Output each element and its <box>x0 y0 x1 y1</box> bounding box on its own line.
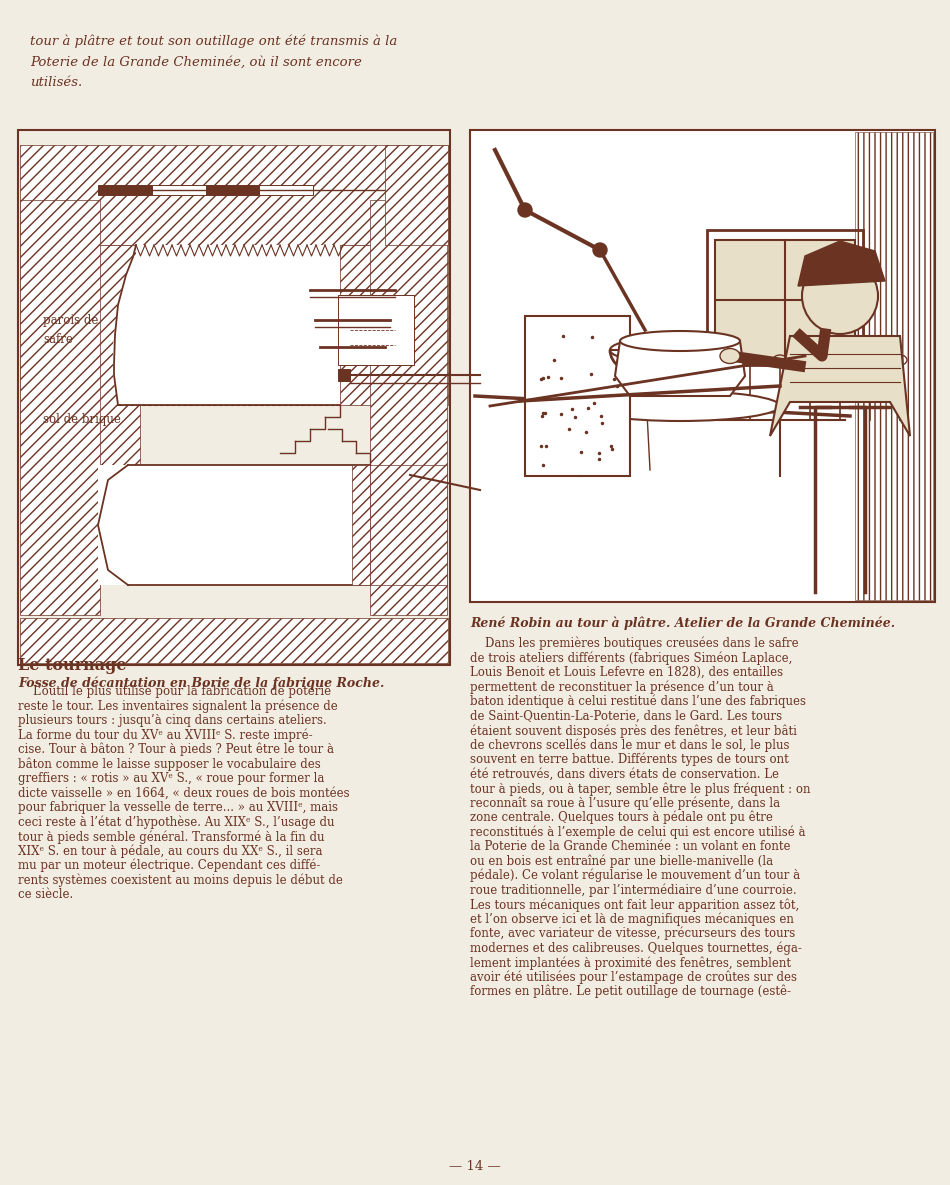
Text: tour à plâtre et tout son outillage ont été transmis à la
Poterie de la Grande C: tour à plâtre et tout son outillage ont … <box>30 36 397 89</box>
Text: pédale). Ce volant régularise le mouvement d’un tour à: pédale). Ce volant régularise le mouveme… <box>470 869 800 883</box>
Text: dicte vaisselle » en 1664, « deux roues de bois montées: dicte vaisselle » en 1664, « deux roues … <box>18 787 350 800</box>
Bar <box>715 241 855 360</box>
Text: cise. Tour à bâton ? Tour à pieds ? Peut être le tour à: cise. Tour à bâton ? Tour à pieds ? Peut… <box>18 743 334 756</box>
Bar <box>352 465 370 585</box>
Text: 2m: 2m <box>304 155 322 165</box>
Bar <box>338 369 350 382</box>
Bar <box>18 130 450 665</box>
Bar <box>855 132 933 600</box>
Circle shape <box>518 203 532 217</box>
Bar <box>20 145 448 245</box>
Text: étaient souvent disposés près des fenêtres, et leur bâti: étaient souvent disposés près des fenêtr… <box>470 724 797 737</box>
Text: été retrouvés, dans divers états de conservation. Le: été retrouvés, dans divers états de cons… <box>470 768 779 781</box>
Polygon shape <box>113 245 340 405</box>
Text: de Saint-Quentin-La-Poterie, dans le Gard. Les tours: de Saint-Quentin-La-Poterie, dans le Gar… <box>470 710 782 723</box>
Text: XIXᵉ S. en tour à pédale, au cours du XXᵉ S., il sera: XIXᵉ S. en tour à pédale, au cours du XX… <box>18 845 322 858</box>
Text: La forme du tour du XVᵉ au XVIIIᵉ S. reste impré-: La forme du tour du XVᵉ au XVIIIᵉ S. res… <box>18 729 313 742</box>
Text: mu par un moteur électrique. Cependant ces diffé-: mu par un moteur électrique. Cependant c… <box>18 859 320 872</box>
Bar <box>98 185 152 196</box>
Text: René Robin au tour à plâtre. Atelier de la Grande Cheminée.: René Robin au tour à plâtre. Atelier de … <box>470 616 895 629</box>
Text: avoir été utilisées pour l’estampage de croûtes sur des: avoir été utilisées pour l’estampage de … <box>470 971 797 984</box>
Text: roue traditionnelle, par l’intermédiaire d’une courroie.: roue traditionnelle, par l’intermédiaire… <box>470 884 797 897</box>
Polygon shape <box>525 316 630 476</box>
Circle shape <box>593 243 607 257</box>
Text: ceci reste à l’état d’hypothèse. Au XIXᵉ S., l’usage du: ceci reste à l’état d’hypothèse. Au XIXᵉ… <box>18 815 334 830</box>
Text: arrivées
de
barbotine: arrivées de barbotine <box>208 292 266 342</box>
Ellipse shape <box>720 348 740 364</box>
Bar <box>385 145 448 245</box>
Bar <box>20 245 140 465</box>
Text: 0: 0 <box>94 155 102 165</box>
Bar <box>370 200 447 615</box>
Text: L’outil le plus utilisé pour la fabrication de poterie: L’outil le plus utilisé pour la fabricat… <box>18 685 332 698</box>
Text: plusieurs tours : jusqu’à cinq dans certains ateliers.: plusieurs tours : jusqu’à cinq dans cert… <box>18 715 327 728</box>
Text: évacuation de l’eau: évacuation de l’eau <box>133 365 249 378</box>
Text: reconstitués à l’exemple de celui qui est encore utilisé à: reconstitués à l’exemple de celui qui es… <box>470 826 806 839</box>
Polygon shape <box>770 337 910 436</box>
Ellipse shape <box>620 331 740 351</box>
Polygon shape <box>798 241 885 286</box>
Text: reste le tour. Les inventaires signalent la présence de: reste le tour. Les inventaires signalent… <box>18 699 338 713</box>
Text: de chevrons scellés dans le mur et dans le sol, le plus: de chevrons scellés dans le mur et dans … <box>470 738 789 752</box>
Bar <box>152 185 205 196</box>
Bar <box>370 465 447 585</box>
Polygon shape <box>615 341 745 396</box>
Text: modernes et des calibreuses. Quelques tournettes, éga-: modernes et des calibreuses. Quelques to… <box>470 942 802 955</box>
Text: souvent en terre battue. Différents types de tours ont: souvent en terre battue. Différents type… <box>470 752 788 767</box>
Bar <box>98 465 370 585</box>
Bar <box>20 619 448 662</box>
Text: greffiers : « rotis » au XVᵉ S., « roue pour former la: greffiers : « rotis » au XVᵉ S., « roue … <box>18 771 324 784</box>
Bar <box>259 185 313 196</box>
Bar <box>338 295 414 365</box>
Text: de trois ateliers différents (fabriques Siméon Laplace,: de trois ateliers différents (fabriques … <box>470 652 792 665</box>
Text: Les tours mécaniques ont fait leur apparition assez tôt,: Les tours mécaniques ont fait leur appar… <box>470 898 799 911</box>
Text: — 14 —: — 14 — <box>449 1160 501 1173</box>
Text: ou en bois est entraîné par une bielle-manivelle (la: ou en bois est entraîné par une bielle-m… <box>470 854 773 867</box>
Text: et l’on observe ici et là de magnifiques mécaniques en: et l’on observe ici et là de magnifiques… <box>470 912 794 925</box>
Text: baton identique à celui restitué dans l’une des fabriques: baton identique à celui restitué dans l’… <box>470 694 806 709</box>
Text: parois de
safre: parois de safre <box>43 314 99 346</box>
Bar <box>470 130 935 602</box>
Text: pour fabriquer la vesselle de terre... » au XVIIIᵉ, mais: pour fabriquer la vesselle de terre... »… <box>18 801 338 814</box>
Bar <box>707 230 863 365</box>
Ellipse shape <box>610 340 680 360</box>
Text: Louis Benoit et Louis Lefevre en 1828), des entailles: Louis Benoit et Louis Lefevre en 1828), … <box>470 666 783 679</box>
Text: tour à pieds, ou à taper, semble être le plus fréquent : on: tour à pieds, ou à taper, semble être le… <box>470 782 810 795</box>
Text: Fosse de décantation en Borie de la fabrique Roche.: Fosse de décantation en Borie de la fabr… <box>18 677 385 691</box>
Bar <box>205 185 259 196</box>
Text: fonte, avec variateur de vitesse, précurseurs des tours: fonte, avec variateur de vitesse, précur… <box>470 927 795 941</box>
Text: ce siècle.: ce siècle. <box>18 888 73 901</box>
Text: permettent de reconstituer la présence d’un tour à: permettent de reconstituer la présence d… <box>470 680 773 694</box>
Ellipse shape <box>580 391 780 421</box>
Text: Le tournage: Le tournage <box>18 656 126 674</box>
Text: reconnaît sa roue à l’usure qu’elle présente, dans la: reconnaît sa roue à l’usure qu’elle prés… <box>470 796 780 811</box>
Text: zone centrale. Quelques tours à pédale ont pu être: zone centrale. Quelques tours à pédale o… <box>470 811 773 825</box>
Text: sol de brique: sol de brique <box>43 414 121 427</box>
Bar <box>20 200 100 615</box>
Text: rents systèmes coexistent au moins depuis le début de: rents systèmes coexistent au moins depui… <box>18 873 343 888</box>
Text: bâton comme le laisse supposer le vocabulaire des: bâton comme le laisse supposer le vocabu… <box>18 757 321 771</box>
Text: Dans les premières boutiques creusées dans le safre: Dans les premières boutiques creusées da… <box>470 638 799 651</box>
Text: 1: 1 <box>204 155 212 165</box>
Text: formes en plâtre. Le petit outillage de tournage (estê-: formes en plâtre. Le petit outillage de … <box>470 985 791 999</box>
Bar <box>340 245 448 405</box>
Text: lement implantées à proximité des fenêtres, semblent: lement implantées à proximité des fenêtr… <box>470 956 791 969</box>
Circle shape <box>802 258 878 334</box>
Text: la Poterie de la Grande Cheminée : un volant en fonte: la Poterie de la Grande Cheminée : un vo… <box>470 840 790 853</box>
Text: tour à pieds semble général. Transformé à la fin du: tour à pieds semble général. Transformé … <box>18 830 325 844</box>
